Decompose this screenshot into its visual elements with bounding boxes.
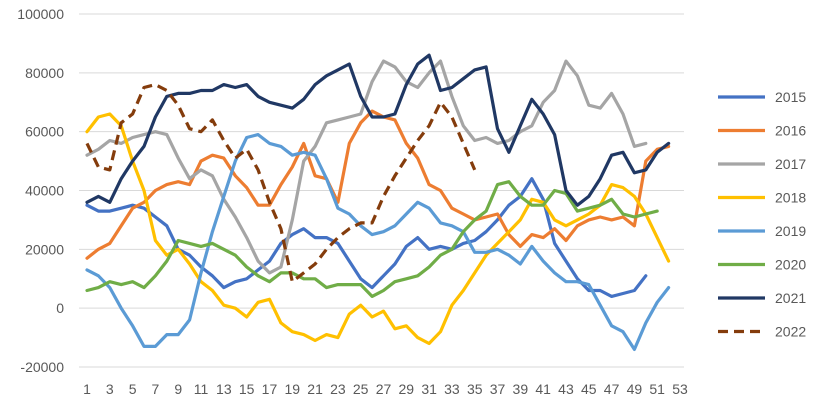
legend-label-2016: 2016 [775,123,806,139]
series-line-2022 [85,82,477,284]
legend-label-2017: 2017 [775,156,806,172]
x-tick-label: 33 [444,381,460,397]
x-tick-label: 51 [649,381,665,397]
x-tick-label: 21 [307,381,323,397]
y-tick-label: 80000 [25,65,64,81]
x-tick-label: 27 [376,381,392,397]
x-tick-label: 49 [627,381,643,397]
x-tick-label: 31 [421,381,437,397]
x-tick-label: 43 [558,381,574,397]
y-tick-label: 0 [56,300,64,316]
x-tick-label: 41 [535,381,551,397]
series-line-2021 [85,53,671,207]
series-line-2018 [85,112,671,346]
x-tick-label: 19 [284,381,300,397]
x-tick-label: 39 [513,381,529,397]
legend-label-2022: 2022 [775,324,806,340]
x-tick-label: 35 [467,381,483,397]
y-tick-label: -20000 [20,359,64,375]
legend-label-2019: 2019 [775,223,806,239]
x-tick-label: 37 [490,381,506,397]
y-tick-label: 100000 [17,6,64,22]
series-lines [85,53,671,351]
legend-label-2020: 2020 [775,257,806,273]
y-tick-label: 20000 [25,241,64,257]
legend-label-2021: 2021 [775,290,806,306]
x-tick-label: 15 [239,381,255,397]
x-tick-label: 45 [581,381,597,397]
x-tick-label: 13 [216,381,232,397]
series-line-2016 [85,109,671,260]
legend: 2015 2016 2017 2018 2019 2020 2021 2022 [718,89,806,340]
x-axis-ticks: 1 3 5 7 9 11 13 15 17 19 21 23 25 27 29 31 33 35 37 39 41 43 4… [83,381,688,397]
series-line-2017 [85,59,648,275]
x-tick-label: 11 [194,381,209,397]
y-axis-ticks: -20000 0 20000 40000 60000 80000 100000 [17,6,64,375]
y-tick-label: 40000 [25,183,64,199]
x-tick-label: 3 [106,381,114,397]
x-tick-label: 25 [353,381,369,397]
series-line-2019 [85,133,671,351]
x-tick-label: 17 [262,381,278,397]
x-tick-label: 7 [152,381,160,397]
x-tick-label: 29 [399,381,415,397]
x-tick-label: 23 [330,381,346,397]
x-tick-label: 53 [672,381,688,397]
legend-label-2018: 2018 [775,190,806,206]
x-tick-label: 9 [174,381,182,397]
x-tick-label: 47 [604,381,620,397]
x-tick-label: 1 [83,381,91,397]
y-tick-label: 60000 [25,124,64,140]
legend-label-2015: 2015 [775,89,806,105]
x-tick-label: 5 [129,381,137,397]
series-line-2020 [85,180,659,298]
